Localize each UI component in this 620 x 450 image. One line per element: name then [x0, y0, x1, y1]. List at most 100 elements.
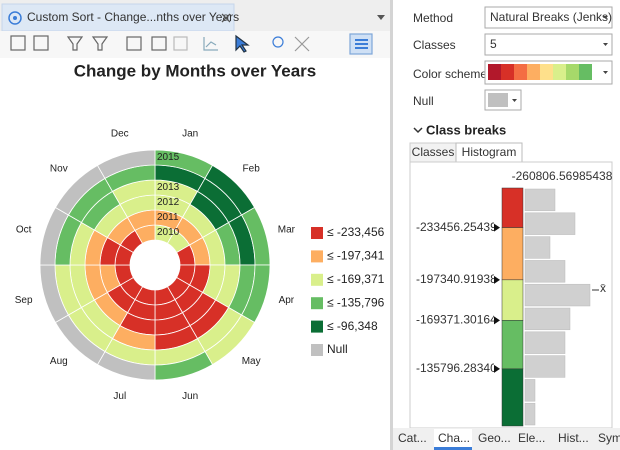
bottom-tab-label[interactable]: Hist... — [558, 431, 589, 445]
dropdown-arrow — [512, 99, 517, 102]
class-segment — [501, 187, 524, 228]
null-swatch — [488, 93, 508, 107]
color-ramp — [488, 64, 592, 80]
histogram-bar — [524, 236, 551, 259]
break-label: -135796.28340 — [416, 361, 497, 375]
month-label: Jul — [113, 391, 126, 402]
legend-icon — [355, 39, 368, 49]
histogram-bar — [524, 188, 556, 212]
legend-label: ≤ -96,348 — [327, 319, 378, 333]
legend-label: Null — [327, 342, 348, 356]
break-handle[interactable] — [494, 364, 500, 373]
month-label: Apr — [279, 295, 295, 306]
tool-chart[interactable] — [33, 35, 49, 51]
heat-cell — [96, 149, 156, 179]
tool-select[interactable] — [235, 34, 250, 53]
radial-chart: Jan Feb Mar Apr May Jun Jul Aug Sep Oct Nov Dec 2010… — [15, 128, 296, 402]
dropdown-arrow — [603, 71, 608, 74]
classes-value: 5 — [490, 37, 497, 51]
classes-dropdown[interactable] — [484, 33, 613, 56]
break-handle[interactable] — [494, 275, 500, 284]
month-label: Jan — [182, 128, 198, 139]
collapse-chevron[interactable] — [413, 127, 423, 134]
legend-swatch — [311, 250, 323, 263]
legend-swatch — [311, 297, 323, 310]
legend: ≤ -233,456 ≤ -197,341 ≤ -169,371 ≤ -135,796… — [311, 225, 385, 356]
legend-swatch — [311, 273, 323, 286]
year-label: 2015 — [157, 152, 180, 163]
mean-label: x̄ — [600, 281, 606, 295]
legend-swatch — [311, 227, 323, 239]
tool-switch[interactable] — [151, 36, 167, 51]
tool-clear[interactable] — [173, 36, 188, 51]
month-label: May — [242, 356, 261, 367]
close-tab[interactable] — [221, 13, 231, 23]
histogram-bar — [524, 331, 566, 354]
month-label: Mar — [278, 224, 296, 235]
bottom-tabs: Cat... Cha... Geo... Ele... Hist... Sym — [398, 429, 620, 450]
histogram-bar — [524, 307, 571, 331]
legend-label: ≤ -233,456 — [327, 225, 385, 239]
class-segment — [501, 320, 524, 370]
histogram-bar — [524, 283, 591, 307]
year-label: 2013 — [157, 182, 180, 193]
dropdown-arrow — [603, 16, 608, 19]
chart-title: Change by Months over Years — [74, 61, 316, 80]
active-tab[interactable] — [434, 429, 472, 450]
month-label: Feb — [243, 163, 261, 174]
legend-label: ≤ -169,371 — [327, 272, 385, 286]
method-dropdown[interactable] — [484, 6, 613, 29]
histogram-bar — [524, 355, 566, 378]
tab-icon — [8, 11, 22, 25]
tool-full-extent[interactable] — [294, 36, 310, 52]
tab-menu[interactable] — [377, 15, 385, 20]
year-label: 2012 — [157, 197, 180, 208]
break-label: -169371.30164 — [416, 312, 497, 326]
month-label: Jun — [182, 391, 198, 402]
month-label: Oct — [16, 224, 32, 235]
splitter — [390, 0, 393, 450]
tool-filter[interactable] — [66, 36, 84, 51]
tool-trend[interactable] — [203, 37, 218, 51]
bottom-tab-label[interactable]: Geo... — [478, 431, 511, 445]
tab-title: Custom Sort - Change...nths over Years — [27, 10, 239, 24]
month-label: Dec — [111, 128, 129, 139]
month-label: Sep — [15, 295, 33, 306]
year-label: 2010 — [157, 227, 180, 238]
tool-properties[interactable] — [10, 35, 26, 51]
classes-tab-label: Classes — [412, 145, 455, 159]
tool-zoom[interactable] — [272, 36, 284, 48]
dropdown-arrow — [603, 43, 608, 46]
histogram-min-label: -260806.56985438 — [512, 169, 613, 183]
year-label: 2011 — [157, 212, 179, 223]
month-label: Aug — [50, 356, 68, 367]
class-segment — [501, 279, 524, 321]
toolbar — [0, 31, 392, 58]
histogram-bar — [524, 402, 536, 426]
histogram-bar — [524, 379, 536, 402]
histogram-tab-label: Histogram — [462, 145, 517, 159]
legend-label: ≤ -197,341 — [327, 249, 385, 263]
bottom-tab-label[interactable]: Ele... — [518, 431, 545, 445]
legend-label: ≤ -135,796 — [327, 295, 385, 309]
break-handle[interactable] — [494, 223, 500, 232]
break-label: -233456.25439 — [416, 220, 497, 234]
break-handle[interactable] — [494, 316, 500, 325]
color-scheme-label: Color scheme — [413, 67, 487, 81]
active-tab-indicator — [434, 447, 472, 450]
class-breaks-heading: Class breaks — [426, 122, 506, 137]
tab-icon-dot — [13, 16, 17, 20]
legend-swatch — [311, 320, 323, 333]
null-label: Null — [413, 94, 434, 108]
month-label: Nov — [50, 163, 68, 174]
bottom-tab-label[interactable]: Cat... — [398, 431, 427, 445]
classes-label: Classes — [413, 38, 456, 52]
class-segment — [501, 227, 524, 281]
bottom-tab-label[interactable]: Sym — [598, 431, 620, 445]
method-value: Natural Breaks (Jenks) — [490, 10, 612, 24]
histogram-bar — [524, 212, 576, 235]
tool-table[interactable] — [126, 36, 142, 51]
bottom-tab-label[interactable]: Cha... — [438, 431, 470, 445]
tool-filter-extent[interactable] — [91, 36, 109, 51]
